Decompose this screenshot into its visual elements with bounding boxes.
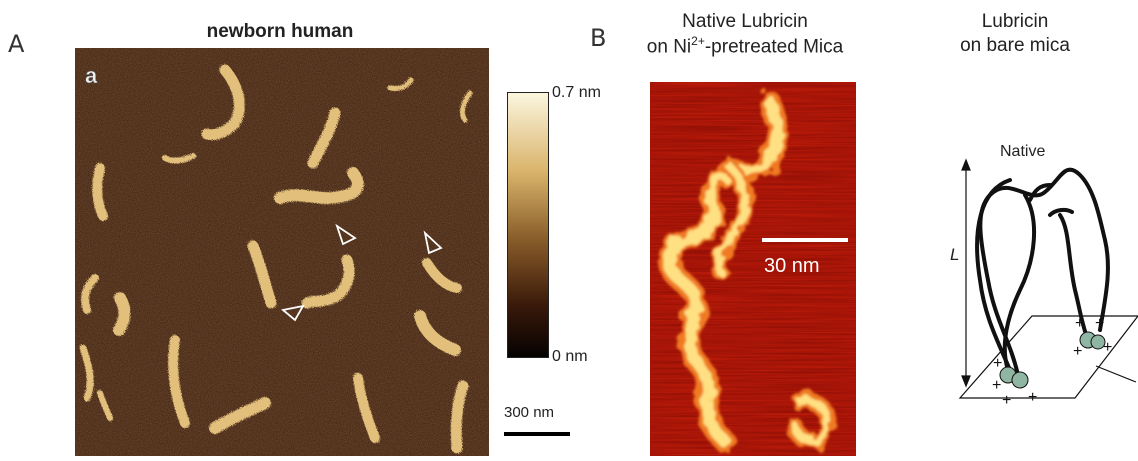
- svg-text:+: +: [1002, 392, 1011, 409]
- svg-text:+: +: [1075, 315, 1084, 332]
- svg-text:+: +: [1103, 339, 1112, 356]
- native-lubricin-strand: [658, 91, 837, 453]
- colorbar-min-label: 0 nm: [552, 348, 588, 365]
- afm-image-svg: a: [75, 48, 489, 456]
- afm-image-native: 30 nm: [650, 82, 856, 456]
- mica-surface: [958, 315, 1138, 399]
- anchor-beads: [999, 331, 1106, 389]
- svg-text:+: +: [992, 377, 1001, 394]
- panel-a-title: newborn human: [206, 21, 354, 42]
- panel-c-title-line1: Lubricin: [981, 11, 1049, 32]
- panel-a-scale-label: 300 nm: [504, 404, 555, 421]
- length-label: L: [950, 245, 959, 264]
- panel-c-title: Lubricin on bare mica: [940, 10, 1090, 58]
- svg-text:+: +: [1073, 343, 1082, 360]
- lubricin-chains: [975, 167, 1110, 377]
- panel-c-title-line2: on bare mica: [960, 34, 1070, 56]
- afm-image-newborn: a: [75, 48, 489, 456]
- length-arrow: [961, 158, 971, 388]
- panel-b-letter: B: [590, 24, 607, 52]
- panel-b-scale-label: 30 nm: [764, 255, 820, 277]
- inset-letter: a: [85, 63, 98, 88]
- native-label: Native: [1000, 143, 1045, 160]
- svg-text:+: +: [993, 355, 1002, 372]
- panel-a-letter: A: [8, 30, 25, 58]
- panel-b-title: Native Lubricin on Ni2+-pretreated Mica: [610, 10, 880, 59]
- surface-charges: + + + + + + + +: [992, 315, 1112, 409]
- panel-b-title-line2: on Ni2+-pretreated Mica: [646, 33, 844, 58]
- arrowhead-markers: [280, 223, 443, 322]
- afm-native-svg: 30 nm: [650, 82, 856, 456]
- lubricin-strands: [79, 64, 473, 454]
- height-colorbar: [507, 92, 549, 358]
- panel-b-title-line1: Native Lubricin: [682, 11, 808, 32]
- svg-text:+: +: [1028, 389, 1037, 406]
- panel-a-scale-bar: [504, 432, 570, 436]
- schematic-svg: Native L + + + + + +: [950, 143, 1138, 409]
- colorbar-max-label: 0.7 nm: [552, 84, 601, 101]
- lubricin-schematic: Native L + + + + + +: [900, 120, 1138, 420]
- svg-text:+: +: [1095, 315, 1104, 332]
- panel-b-scale-bar: [762, 238, 848, 242]
